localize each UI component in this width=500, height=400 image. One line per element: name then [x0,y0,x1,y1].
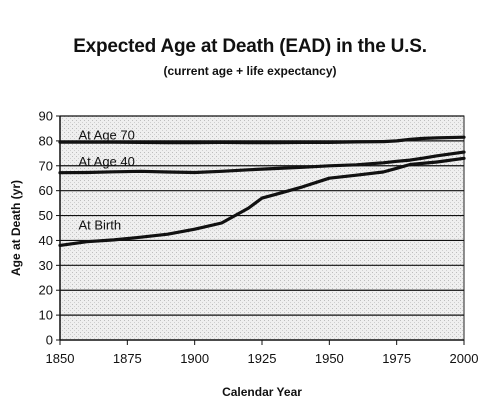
x-axis-label: Calendar Year [222,385,302,399]
y-axis-label: Age at Death (yr) [9,180,23,276]
x-tick-label: 1925 [248,351,277,366]
series-line-1 [58,150,466,175]
y-tick-label: 70 [39,158,53,173]
y-tick-label: 50 [39,208,53,223]
y-tick-label: 60 [39,183,53,198]
x-tick-label: 1900 [180,351,209,366]
series-line-0 [58,135,466,145]
x-tick-label: 2000 [450,351,479,366]
x-tick-label: 1950 [315,351,344,366]
series-line-2 [58,156,466,247]
x-tick-label: 1850 [46,351,75,366]
x-tick-label: 1975 [382,351,411,366]
y-tick-label: 90 [39,109,53,124]
series-label-0: At Age 70 [78,128,134,143]
y-tick-label: 80 [39,133,53,148]
y-tick-label: 0 [46,333,53,348]
chart-title: Expected Age at Death (EAD) in the U.S. [73,36,427,57]
chart-subtitle: (current age + life expectancy) [163,64,337,78]
y-tick-label: 30 [39,258,53,273]
series-label-2: At Birth [78,217,121,232]
plot-area [59,115,465,341]
y-tick-label: 10 [39,308,53,323]
y-tick-label: 20 [39,283,53,298]
series-label-1: At Age 40 [78,154,134,169]
x-tick-label: 1875 [113,351,142,366]
y-tick-label: 40 [39,233,53,248]
